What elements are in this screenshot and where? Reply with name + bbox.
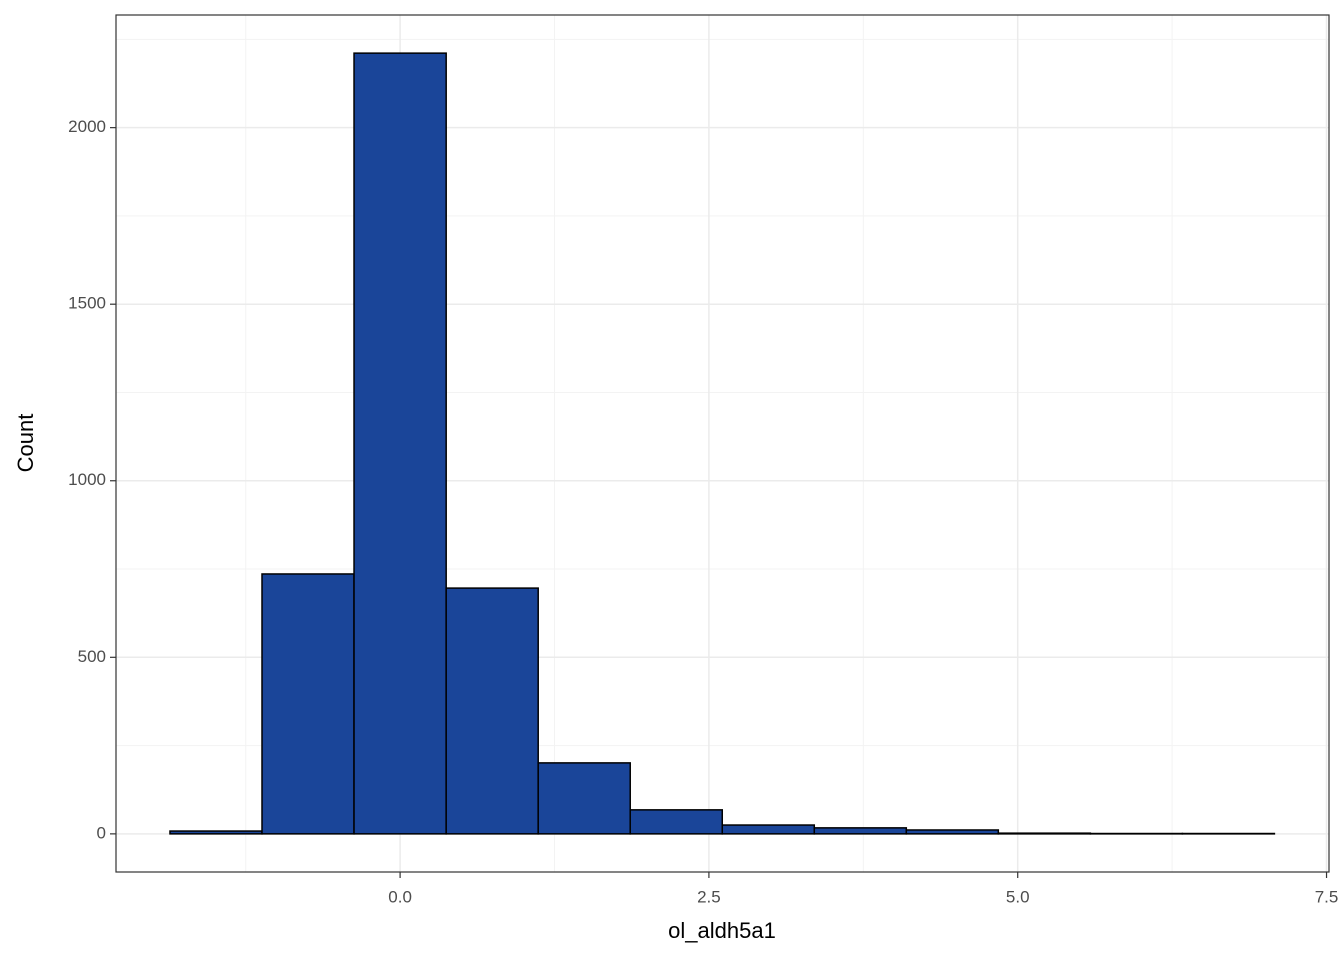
y-axis-title: Count [13, 414, 38, 473]
panel-border [115, 14, 1330, 873]
y-tick-label: 1500 [68, 294, 106, 313]
x-axis-title: ol_aldh5a1 [668, 918, 776, 943]
bar [353, 52, 447, 835]
bar [261, 573, 355, 835]
y-tick-label: 2000 [68, 117, 106, 136]
bar [905, 829, 1000, 835]
bar [445, 587, 539, 835]
bar [169, 830, 263, 835]
y-tick-label: 0 [97, 823, 106, 842]
bar [813, 827, 908, 835]
bar [721, 824, 816, 835]
x-tick-label: 7.5 [1315, 887, 1339, 906]
x-tick-label: 0.0 [388, 887, 412, 906]
bar [629, 809, 724, 835]
bar [997, 832, 1092, 835]
x-tick-label: 5.0 [1006, 887, 1030, 906]
y-tick-label: 500 [78, 647, 106, 666]
y-tick-label: 1000 [68, 470, 106, 489]
x-tick-label: 2.5 [697, 887, 721, 906]
bar [537, 762, 631, 835]
